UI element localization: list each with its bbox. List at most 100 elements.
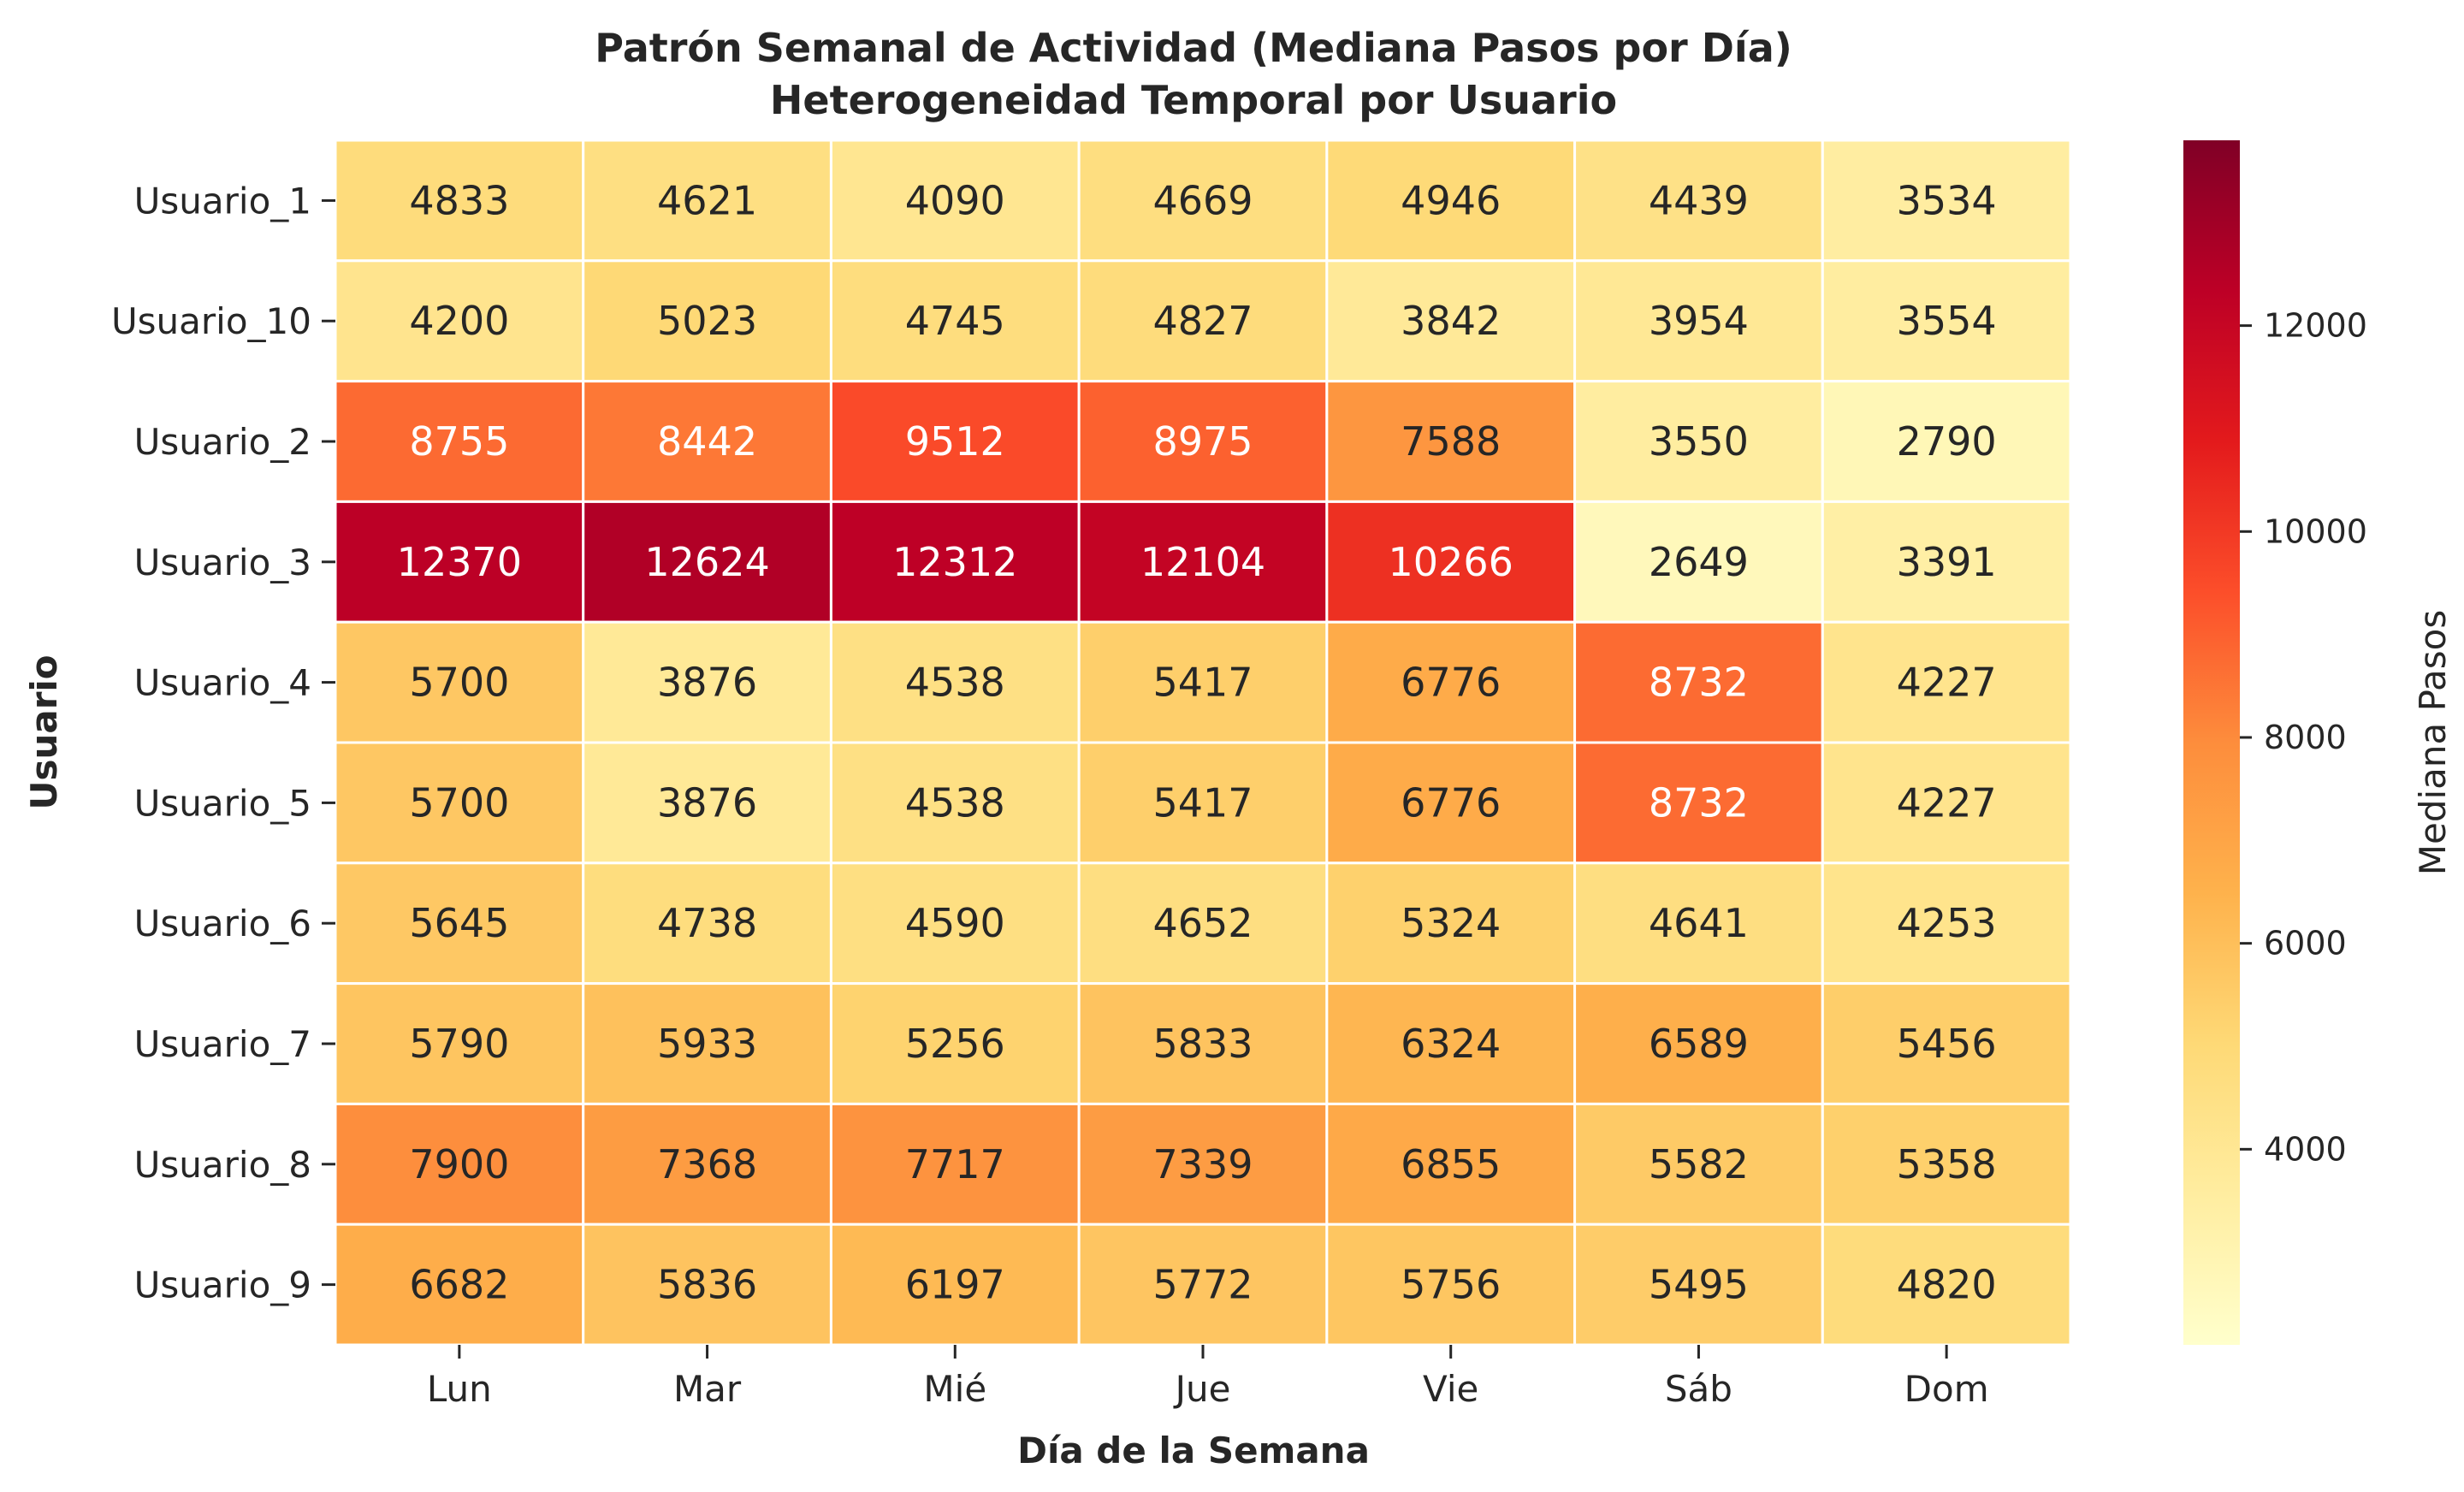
heatmap-cell — [1573, 500, 1824, 624]
heatmap-cell — [829, 1102, 1081, 1226]
cell-value-label: 9512 — [905, 418, 1005, 465]
heatmap-cell — [334, 139, 585, 263]
cell-value-label: 5495 — [1649, 1262, 1749, 1308]
cell-value-label: 5324 — [1401, 900, 1501, 946]
heatmap-cells — [334, 139, 2072, 1347]
heatmap-cell — [1821, 500, 2072, 624]
heatmap-cell — [1077, 861, 1329, 986]
y-tick-label: Usuario_5 — [134, 782, 311, 824]
cell-value-label: 7900 — [409, 1141, 509, 1187]
heatmap-cell — [829, 741, 1081, 865]
cell-value-label: 4227 — [1897, 660, 1997, 706]
cell-value-label: 5645 — [409, 900, 509, 946]
x-axis-ticks: Lun Mar Mié Jue Vie Sáb Dom — [427, 1345, 1989, 1410]
cell-value-label: 4538 — [905, 779, 1005, 826]
heatmap-cell — [1325, 259, 1577, 383]
cell-value-label: 4590 — [905, 900, 1005, 946]
cell-value-label: 7588 — [1401, 418, 1501, 465]
heatmap-cell — [582, 380, 832, 503]
cell-value-label: 4738 — [657, 900, 757, 946]
cell-value-label: 3550 — [1649, 418, 1749, 465]
heatmap-cell — [829, 380, 1081, 503]
cell-value-label: 6324 — [1401, 1021, 1501, 1067]
cell-value-label: 4253 — [1897, 900, 1997, 946]
colorbar-tick-label: 12000 — [2264, 307, 2367, 345]
heatmap-cell — [1325, 380, 1577, 503]
x-tick-label: Sáb — [1665, 1368, 1732, 1410]
heatmap-cell — [1077, 380, 1329, 503]
cell-value-label: 8975 — [1152, 418, 1253, 465]
heatmap-cell — [334, 861, 585, 986]
cell-value-label: 5256 — [905, 1021, 1005, 1067]
heatmap-cell — [1325, 1223, 1577, 1347]
heatmap-cell — [1077, 139, 1329, 263]
heatmap-cell — [1077, 741, 1329, 865]
y-tick-label: Usuario_9 — [134, 1264, 311, 1306]
y-axis-ticks: Usuario_1 Usuario_10 Usuario_2 Usuario_3 Usu… — [111, 180, 335, 1306]
heatmap-cell — [334, 620, 585, 744]
y-tick-label: Usuario_8 — [134, 1144, 311, 1186]
cell-value-label: 5772 — [1152, 1262, 1253, 1308]
cell-value-label: 6682 — [409, 1262, 509, 1308]
heatmap-cell — [334, 500, 585, 624]
heatmap-cell — [829, 861, 1081, 986]
cell-value-label: 5456 — [1897, 1021, 1997, 1067]
heatmap-cell — [582, 741, 832, 865]
x-axis-label: Día de la Semana — [1017, 1430, 1370, 1471]
colorbar-tick-label: 6000 — [2264, 925, 2347, 962]
cell-value-label: 5358 — [1897, 1141, 1997, 1187]
chart-title: Patrón Semanal de Actividad (Mediana Pas… — [595, 25, 1792, 71]
x-tick-label: Mar — [673, 1368, 742, 1410]
cell-value-label: 4227 — [1897, 779, 1997, 826]
cell-value-label: 6776 — [1401, 660, 1501, 706]
heatmap-cell — [1077, 1223, 1329, 1347]
colorbar-tick-label: 10000 — [2264, 512, 2367, 550]
cell-value-label: 10266 — [1389, 539, 1513, 585]
cell-value-label: 3391 — [1897, 539, 1997, 585]
heatmap-cell-labels: 4833 4621 4090 4669 4946 4439 3534 4200 5023 4745… — [397, 177, 1997, 1307]
cell-value-label: 4946 — [1401, 177, 1501, 223]
heatmap-cell — [582, 139, 832, 263]
cell-value-label: 5833 — [1152, 1021, 1253, 1067]
cell-value-label: 12370 — [397, 539, 522, 585]
cell-value-label: 8755 — [409, 418, 509, 465]
x-tick-label: Vie — [1423, 1368, 1478, 1410]
cell-value-label: 12624 — [644, 539, 769, 585]
cell-value-label: 4652 — [1152, 900, 1253, 946]
heatmap-cell — [1821, 259, 2072, 383]
cell-value-label: 4641 — [1649, 900, 1749, 946]
heatmap-cell — [1325, 1102, 1577, 1226]
y-tick-label: Usuario_3 — [134, 542, 311, 583]
chart-subtitle: Heterogeneidad Temporal por Usuario — [770, 77, 1617, 123]
cell-value-label: 6589 — [1649, 1021, 1749, 1067]
cell-value-label: 12104 — [1140, 539, 1265, 585]
cell-value-label: 4833 — [409, 177, 509, 223]
heatmap-cell — [334, 982, 585, 1105]
heatmap-cell — [829, 259, 1081, 383]
y-axis-label: Usuario — [23, 654, 65, 809]
cell-value-label: 5700 — [409, 660, 509, 706]
x-tick-label: Dom — [1904, 1368, 1989, 1410]
cell-value-label: 6197 — [905, 1262, 1005, 1308]
cell-value-label: 4621 — [657, 177, 757, 223]
cell-value-label: 5417 — [1152, 779, 1253, 826]
cell-value-label: 3534 — [1897, 177, 1997, 223]
x-tick-label: Mié — [923, 1368, 986, 1410]
cell-value-label: 3554 — [1897, 298, 1997, 344]
cell-value-label: 5836 — [657, 1262, 757, 1308]
cell-value-label: 7717 — [905, 1141, 1005, 1187]
y-tick-label: Usuario_10 — [111, 300, 311, 342]
heatmap-cell — [829, 620, 1081, 744]
x-tick-label: Jue — [1173, 1368, 1231, 1410]
cell-value-label: 6776 — [1401, 779, 1501, 826]
cell-value-label: 5756 — [1401, 1262, 1501, 1308]
cell-value-label: 7339 — [1152, 1141, 1253, 1187]
y-tick-label: Usuario_6 — [134, 903, 311, 944]
colorbar-label: Mediana Pasos — [2412, 610, 2454, 876]
cell-value-label: 4827 — [1152, 298, 1253, 344]
cell-value-label: 4669 — [1152, 177, 1253, 223]
cell-value-label: 5700 — [409, 779, 509, 826]
colorbar-tick-label: 8000 — [2264, 719, 2347, 756]
cell-value-label: 4538 — [905, 660, 1005, 706]
